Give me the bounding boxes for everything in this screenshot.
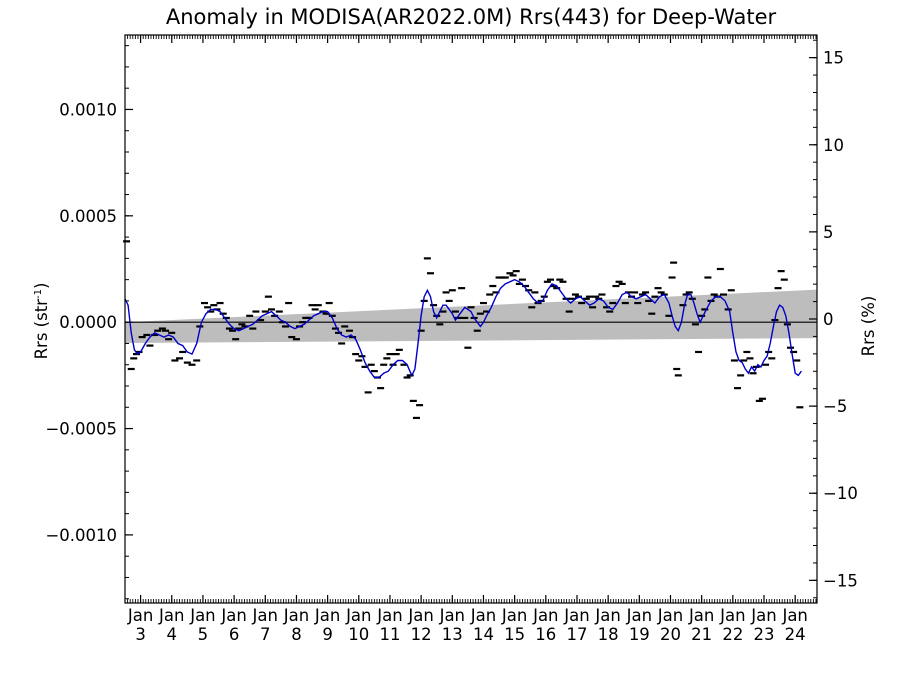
x-tick-label: 24: [785, 625, 806, 644]
x-tick-label: 23: [754, 625, 775, 644]
x-tick-label: 21: [691, 625, 712, 644]
x-tick-label: Jan: [657, 606, 683, 625]
x-tick-label: 5: [198, 625, 209, 644]
x-tick-label: 8: [291, 625, 302, 644]
x-tick-label: 9: [322, 625, 333, 644]
y-tick-label-left: −0.0005: [45, 420, 117, 439]
y-tick-label-right: −10: [823, 484, 858, 503]
y-tick-label-right: −15: [823, 571, 858, 590]
y-tick-label-right: 5: [823, 223, 834, 242]
x-tick-label: Jan: [283, 606, 309, 625]
x-tick-label: 14: [473, 625, 494, 644]
x-tick-label: Jan: [407, 606, 433, 625]
smoothed-line: [124, 278, 802, 379]
x-tick-label: Jan: [345, 606, 371, 625]
y-tick-label-left: 0.0000: [59, 313, 117, 332]
trend-band: [125, 289, 817, 344]
x-tick-label: Jan: [563, 606, 589, 625]
x-tick-label: Jan: [189, 606, 215, 625]
x-tick-label: Jan: [501, 606, 527, 625]
x-tick-label: Jan: [750, 606, 776, 625]
y-tick-label-right: −5: [823, 397, 847, 416]
x-tick-label: Jan: [158, 606, 184, 625]
x-tick-label: Jan: [719, 606, 745, 625]
y-tick-label-right: 0: [823, 310, 834, 329]
x-tick-label: 11: [379, 625, 400, 644]
x-tick-label: 12: [411, 625, 432, 644]
x-tick-label: 22: [722, 625, 743, 644]
x-tick-label: Jan: [376, 606, 402, 625]
x-tick-label: Jan: [781, 606, 807, 625]
y-axis-label-right: Rrs (%): [859, 296, 878, 357]
y-tick-label-right: 15: [823, 49, 844, 68]
x-tick-label: Jan: [127, 606, 153, 625]
x-tick-label: Jan: [532, 606, 558, 625]
x-tick-label: 3: [135, 625, 146, 644]
x-tick-label: Jan: [688, 606, 714, 625]
x-tick-label: Jan: [439, 606, 465, 625]
x-tick-label: 20: [660, 625, 681, 644]
x-tick-label: Jan: [594, 606, 620, 625]
x-tick-label: 15: [504, 625, 525, 644]
x-tick-label: 6: [229, 625, 240, 644]
plot-area: 0.0010 0.0005 0.0000 −0.0005 −0.0010 15 10 5 0 −5…: [45, 34, 858, 644]
x-tick-label: Jan: [314, 606, 340, 625]
y-axis-label-left: Rrs (str-1): [32, 283, 51, 360]
x-tick-label: 13: [442, 625, 463, 644]
x-tick-label: 10: [348, 625, 369, 644]
x-tick-label: 4: [167, 625, 178, 644]
y-tick-label-left: 0.0005: [59, 207, 117, 226]
x-tick-label: Jan: [252, 606, 278, 625]
x-tick-label: 18: [598, 625, 619, 644]
x-tick-label: Jan: [220, 606, 246, 625]
x-tick-label: 19: [629, 625, 650, 644]
x-tick-label: Jan: [470, 606, 496, 625]
x-tick-label: 17: [566, 625, 587, 644]
x-tick-label: Jan: [626, 606, 652, 625]
x-tick-label: 7: [260, 625, 271, 644]
x-tick-label: 16: [535, 625, 556, 644]
y-tick-label-left: −0.0010: [45, 526, 117, 545]
y-tick-label-left: 0.0010: [59, 100, 117, 119]
y-tick-label-right: 10: [823, 136, 844, 155]
chart-title: Anomaly in MODISA(AR2022.0M) Rrs(443) fo…: [166, 5, 777, 29]
